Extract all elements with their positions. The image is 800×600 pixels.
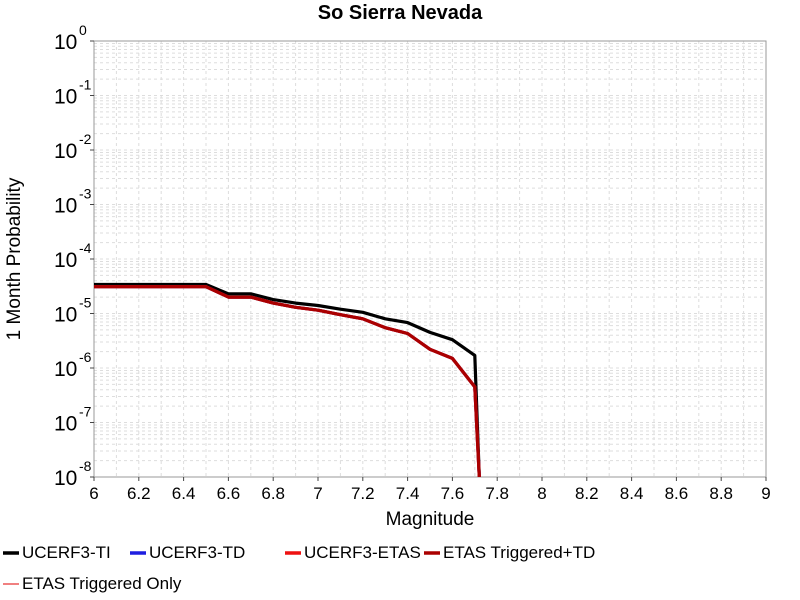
y-tick-label: 100 bbox=[54, 22, 87, 54]
x-tick-label: 7.4 bbox=[396, 484, 420, 503]
y-tick-label: 10-3 bbox=[54, 186, 92, 218]
series-layer bbox=[94, 282, 481, 477]
legend-label: ETAS Triggered+TD bbox=[443, 543, 595, 562]
x-tick-label: 8 bbox=[537, 484, 546, 503]
y-tick-label: 10-7 bbox=[54, 404, 92, 436]
y-tick-exponent: -4 bbox=[79, 240, 92, 256]
x-tick-label: 7 bbox=[313, 484, 322, 503]
x-tick-label: 7.2 bbox=[351, 484, 375, 503]
y-tick-exponent: -5 bbox=[79, 295, 92, 311]
grid bbox=[93, 40, 767, 478]
y-tick-label: 10-4 bbox=[54, 240, 92, 272]
x-tick-label: 7.8 bbox=[485, 484, 509, 503]
y-tick-exponent: -2 bbox=[79, 131, 92, 147]
y-tick-exponent: -8 bbox=[79, 458, 92, 474]
y-tick-exponent: -6 bbox=[79, 349, 92, 365]
y-tick-base: 10 bbox=[54, 467, 77, 490]
series-line-etas-triggered-td bbox=[94, 285, 481, 477]
legend-item: UCERF3-ETAS bbox=[285, 543, 421, 562]
y-tick-base: 10 bbox=[54, 304, 77, 327]
x-tick-label: 8.2 bbox=[575, 484, 599, 503]
legend-label: UCERF3-TI bbox=[22, 543, 111, 562]
legend-label: UCERF3-ETAS bbox=[304, 543, 421, 562]
y-tick-exponent: 0 bbox=[79, 22, 87, 38]
y-tick-label: 10-6 bbox=[54, 349, 92, 381]
legend-item: UCERF3-TD bbox=[130, 543, 245, 562]
legend-label: UCERF3-TD bbox=[149, 543, 245, 562]
legend-item: UCERF3-TI bbox=[3, 543, 111, 562]
y-tick-exponent: -3 bbox=[79, 186, 92, 202]
legend: UCERF3-TI UCERF3-TD UCERF3-ETAS ETAS Trigge… bbox=[3, 543, 595, 593]
legend-item: ETAS Triggered+TD bbox=[424, 543, 595, 562]
y-tick-label: 10-5 bbox=[54, 295, 92, 327]
y-tick-base: 10 bbox=[54, 31, 77, 54]
x-tick-label: 7.6 bbox=[441, 484, 465, 503]
y-tick-label: 10-8 bbox=[54, 458, 92, 490]
y-tick-base: 10 bbox=[54, 195, 77, 218]
y-tick-base: 10 bbox=[54, 358, 77, 381]
x-tick-label: 8.8 bbox=[709, 484, 733, 503]
x-tick-label: 6 bbox=[89, 484, 98, 503]
series-line-ucerf3-td bbox=[94, 285, 481, 477]
y-tick-base: 10 bbox=[54, 413, 77, 436]
legend-item: ETAS Triggered Only bbox=[3, 574, 182, 593]
x-axis-label: Magnitude bbox=[386, 509, 475, 530]
x-tick-label: 9 bbox=[761, 484, 770, 503]
y-tick-base: 10 bbox=[54, 140, 77, 163]
chart-title: So Sierra Nevada bbox=[318, 2, 483, 24]
x-tick-label: 6.2 bbox=[127, 484, 151, 503]
legend-label: ETAS Triggered Only bbox=[22, 574, 182, 593]
x-tick-label: 8.6 bbox=[665, 484, 689, 503]
y-tick-exponent: -1 bbox=[79, 77, 92, 93]
y-tick-label: 10-2 bbox=[54, 131, 92, 163]
series-line-ucerf3-ti bbox=[94, 282, 481, 477]
y-tick-base: 10 bbox=[54, 249, 77, 272]
x-tick-label: 6.8 bbox=[261, 484, 285, 503]
x-tick-label: 8.4 bbox=[620, 484, 644, 503]
axis-layer: 6 6.2 6.4 6.6 6.8 7 7.2 7.4 7.6 7.8 8 8.2 8.4 8.6 8.8 9… bbox=[54, 22, 771, 503]
y-tick-label: 10-1 bbox=[54, 77, 92, 109]
y-tick-base: 10 bbox=[54, 86, 77, 109]
y-tick-exponent: -7 bbox=[79, 404, 92, 420]
x-tick-label: 6.4 bbox=[172, 484, 196, 503]
series-line-ucerf3-etas bbox=[94, 285, 481, 477]
y-axis-label: 1 Month Probability bbox=[4, 177, 25, 340]
x-tick-label: 6.6 bbox=[217, 484, 241, 503]
